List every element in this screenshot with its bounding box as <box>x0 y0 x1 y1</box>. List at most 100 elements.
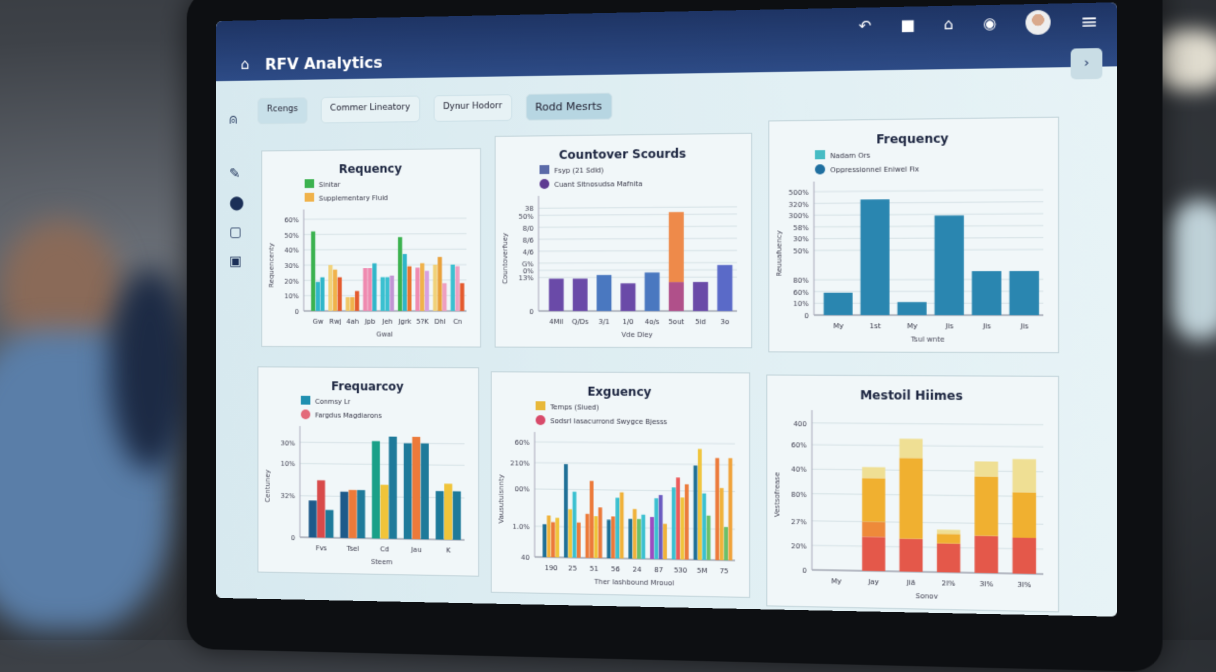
bar <box>672 487 676 559</box>
bar <box>372 441 380 538</box>
menu-icon[interactable]: ≡ <box>1080 9 1098 34</box>
y-tick-label: 320% <box>789 200 810 208</box>
x-tick-label: My <box>833 322 843 330</box>
home-icon[interactable]: ⌂ <box>241 55 250 73</box>
bar <box>899 439 922 458</box>
bar <box>316 282 320 311</box>
gridline <box>304 218 467 219</box>
bar <box>616 498 620 559</box>
gridline <box>304 234 467 235</box>
legend-label: Conmsy Lr <box>315 398 350 406</box>
bar <box>862 478 885 522</box>
bar <box>425 271 429 311</box>
chat-icon[interactable]: ◉ <box>983 14 997 33</box>
collapse-button[interactable]: › <box>1071 48 1103 79</box>
back-arrow-icon[interactable]: ↶ <box>859 17 872 36</box>
bar <box>415 268 419 311</box>
bar <box>585 514 589 558</box>
y-tick-label: 40 <box>521 554 530 562</box>
bar <box>937 543 960 572</box>
lock-icon[interactable]: ▢ <box>229 225 241 241</box>
user-avatar[interactable] <box>1026 10 1051 35</box>
legend-label: Sinitar <box>319 181 341 189</box>
x-axis-label: Vde Dley <box>621 331 652 339</box>
y-tick-label: 50% <box>518 212 534 220</box>
pen-icon[interactable]: ✎ <box>229 166 240 182</box>
y-tick-label: 0 <box>802 567 807 575</box>
legend-label: Cuant Sitnosudsa Mafnita <box>554 180 642 189</box>
bar <box>573 279 588 311</box>
app-title: RFV Analytics <box>265 53 383 74</box>
x-tick-label: 51 <box>590 565 599 573</box>
bar <box>357 490 365 538</box>
gridline <box>300 442 465 444</box>
sidebar: ⍝ ✎ ⬤ ▢ ▣ <box>216 81 253 599</box>
y-axis-label: Centuney <box>264 470 272 503</box>
bar <box>451 265 455 311</box>
y-axis-label: Reuuafuency <box>775 230 783 276</box>
bar <box>340 492 348 538</box>
bar <box>412 437 420 539</box>
bar <box>607 520 611 559</box>
y-tick-label: 10% <box>284 293 299 301</box>
bar <box>547 515 551 557</box>
y-tick-label: 80% <box>793 277 809 285</box>
bar <box>650 517 654 559</box>
image-icon[interactable]: ▣ <box>229 254 241 270</box>
y-tick-label: 4/6 <box>523 248 534 256</box>
y-tick-label: G% <box>522 260 534 268</box>
y-tick-label: 40% <box>791 466 807 474</box>
tab-dynur-hodorr[interactable]: Dynur Hodorr <box>433 94 512 122</box>
legend-marker <box>540 179 550 189</box>
gridline <box>812 469 1043 472</box>
x-tick-label: Jpb <box>364 318 375 326</box>
legend-label: Fsyp (21 Sdld) <box>554 166 604 175</box>
x-tick-label: 2I% <box>942 579 956 588</box>
bell-icon[interactable]: ⍝ <box>229 112 237 128</box>
bar <box>389 437 397 539</box>
y-tick-label: 40% <box>284 247 299 255</box>
bar <box>543 524 547 557</box>
bar <box>972 271 1001 315</box>
x-axis-label: Tsul wnte <box>910 335 945 343</box>
y-tick-label: 30% <box>793 236 809 244</box>
tab-commer-lineatory[interactable]: Commer Lineatory <box>321 96 420 124</box>
bar <box>381 277 385 311</box>
bar <box>326 510 334 538</box>
bar <box>380 485 388 539</box>
x-tick-label: 3I% <box>979 580 993 589</box>
bar <box>899 539 922 572</box>
y-tick-label: 80% <box>791 490 807 498</box>
bar <box>438 257 442 311</box>
tab-rodd-mesrts[interactable]: Rodd Mesrts <box>525 93 611 121</box>
legend-marker <box>540 165 550 174</box>
legend-marker <box>301 409 310 419</box>
legend-marker <box>305 193 314 202</box>
y-tick-label: 500% <box>789 189 810 197</box>
gridline <box>535 442 735 444</box>
home-icon[interactable]: ⌂ <box>944 15 954 34</box>
bar <box>680 498 684 560</box>
bar <box>333 270 337 311</box>
bar <box>620 492 624 558</box>
tab-rcengs[interactable]: Rcengs <box>257 97 307 124</box>
bag-icon[interactable]: ■ <box>900 16 915 35</box>
bar <box>694 466 698 560</box>
x-tick-label: 5out <box>668 318 684 326</box>
bar <box>659 495 663 559</box>
x-tick-label: 5M <box>697 567 708 575</box>
y-tick-label: 58% <box>793 224 809 232</box>
y-tick-label: 60% <box>793 288 809 296</box>
main-content: › ⍝ ✎ ⬤ ▢ ▣ Rcengs Commer Lineatory Dynu… <box>216 66 1117 616</box>
bar <box>390 276 394 311</box>
chart-svg: Temps (Siued)Sodsrl Iasacurrond Swygce B… <box>492 372 749 597</box>
bar <box>641 515 645 559</box>
bar <box>555 518 559 558</box>
gridline <box>304 265 467 266</box>
y-tick-label: 50% <box>284 232 299 240</box>
legend-marker <box>536 415 546 425</box>
location-icon[interactable]: ⬤ <box>229 195 244 211</box>
bar <box>860 199 889 315</box>
bar <box>685 484 689 559</box>
x-tick-label: Cd <box>380 545 389 553</box>
